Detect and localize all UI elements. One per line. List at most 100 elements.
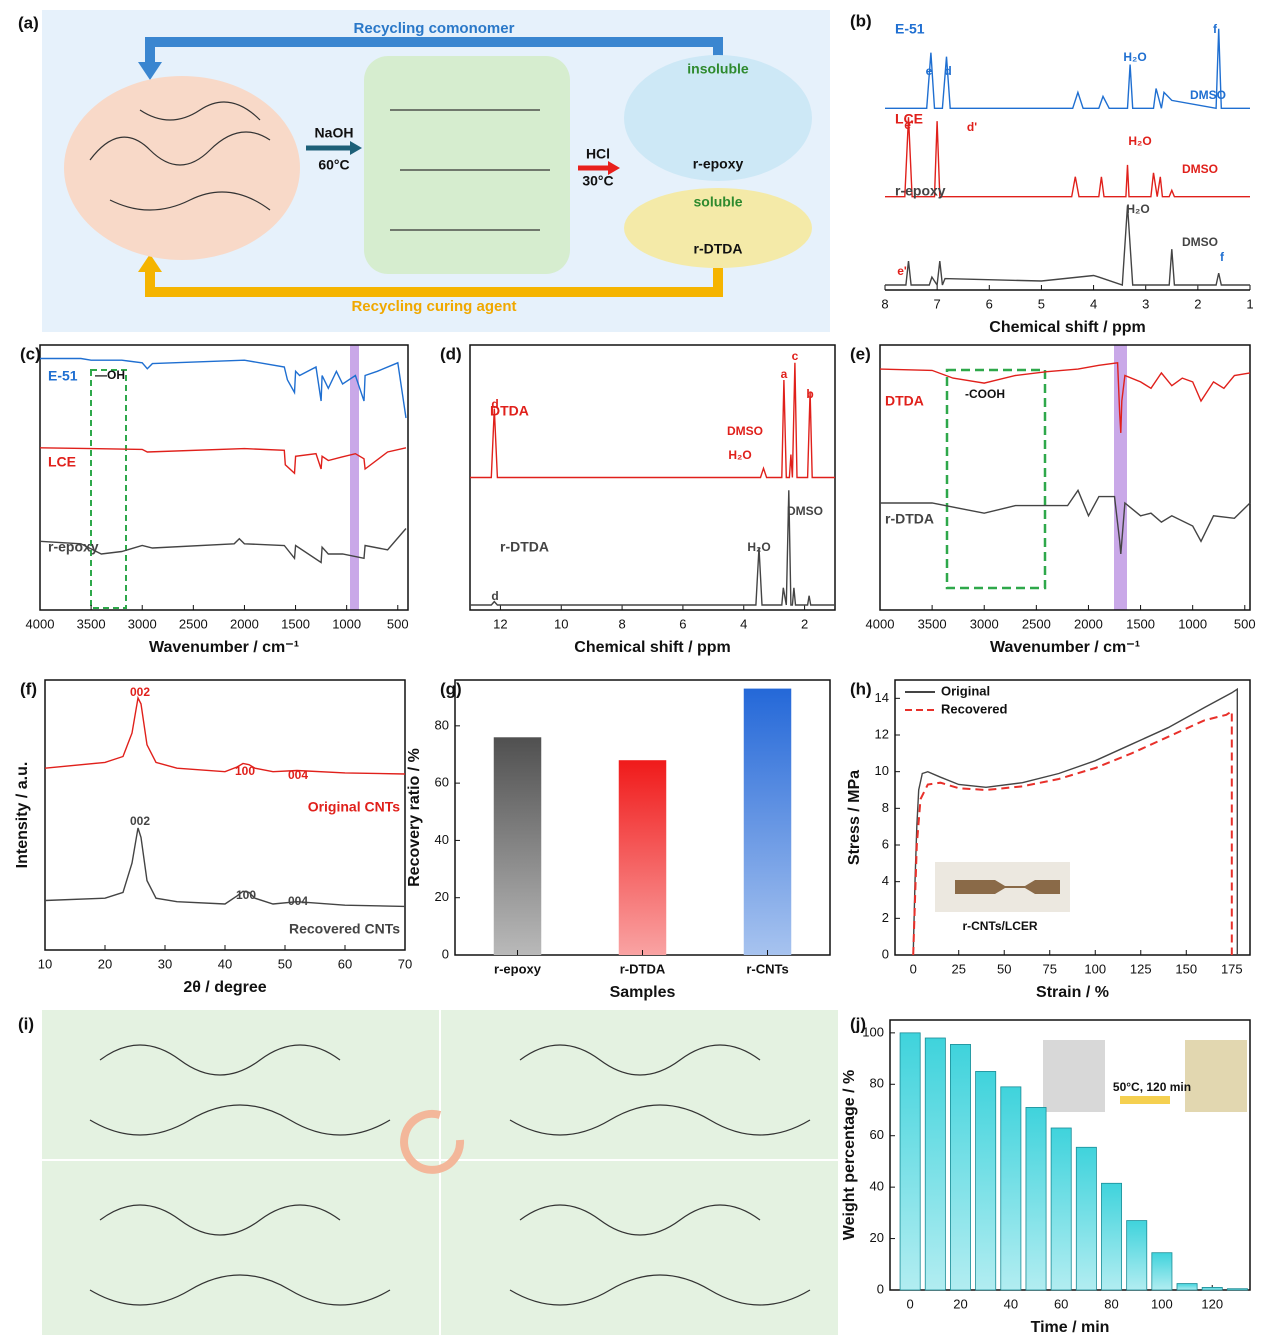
bar <box>1126 1220 1148 1291</box>
y-tick-label: 100 <box>862 1024 884 1039</box>
annotation: 004 <box>288 768 308 782</box>
annotation: H₂O <box>1128 134 1151 148</box>
bar <box>899 1032 921 1291</box>
series-line <box>912 687 1238 956</box>
x-tick-label: 8 <box>881 296 888 311</box>
annotation: d <box>491 397 498 411</box>
annotation: DMSO <box>1190 88 1226 102</box>
step2-arrow-head <box>608 161 620 175</box>
x-axis-label: Wavenumber / cm⁻¹ <box>149 639 299 656</box>
decor-e <box>945 345 1127 610</box>
x-tick-label: 1 <box>1246 296 1253 311</box>
annotation: a <box>781 367 788 381</box>
y-tick-label: 80 <box>435 717 449 732</box>
bar <box>1025 1107 1047 1291</box>
highlight-box <box>90 369 127 609</box>
x-tick-label: 0 <box>910 961 917 976</box>
x-tick-label: 70 <box>398 956 412 971</box>
panel-label: (g) <box>440 679 462 698</box>
step1-reagent: NaOH <box>315 125 354 141</box>
series-line <box>912 709 1233 956</box>
x-tick-label: 6 <box>986 296 993 311</box>
annotation: 50°C, 120 min <box>1113 1080 1191 1094</box>
x-axis-label: Chemical shift / ppm <box>574 639 730 656</box>
x-tick-label: 125 <box>1130 961 1152 976</box>
panel-label: (i) <box>18 1014 34 1033</box>
annotation: 002 <box>130 814 150 828</box>
y-tick-label: 12 <box>875 726 889 741</box>
sample-specimen <box>955 880 1060 894</box>
legend-label: Recovered <box>941 701 1008 716</box>
bottom-arrow-head <box>138 254 162 272</box>
annotation: DMSO <box>787 504 823 518</box>
annotation: H₂O <box>728 448 751 462</box>
step1-arrow-head <box>350 141 362 155</box>
x-axis-label: Samples <box>610 984 676 1001</box>
x-tick-label: 3 <box>1142 296 1149 311</box>
annotation: r-CNTs/LCER <box>962 919 1037 933</box>
top-arrow-label: Recycling comonomer <box>354 20 515 37</box>
x-tick-label: 6 <box>679 616 686 631</box>
panel-label: (b) <box>850 11 872 30</box>
x-tick-label: 500 <box>387 616 409 631</box>
y-axis-label: Recovery ratio / % <box>406 748 423 887</box>
vial-photo <box>1185 1040 1247 1112</box>
x-tick-label: 60 <box>338 956 352 971</box>
plot-frame <box>39 344 409 611</box>
series-line <box>885 117 1250 198</box>
step1-temperature: 60°C <box>318 157 349 173</box>
chart: (g) 0 20 40 60 80 Samples Recovery ratio / % r-e… <box>406 679 831 1001</box>
series-line <box>879 362 1251 433</box>
bar <box>1101 1182 1123 1291</box>
y-tick-label: 2 <box>882 910 889 925</box>
series-label: E-51 <box>48 368 78 384</box>
bar <box>950 1044 971 1291</box>
series-line <box>885 28 1250 110</box>
network-sketch <box>89 101 271 211</box>
panel-label: (a) <box>18 13 39 32</box>
x-tick-label: 20 <box>98 956 112 971</box>
x-tick-label: r-CNTs <box>746 961 788 976</box>
x-tick-label: r-epoxy <box>494 961 542 976</box>
series-label: Recovered CNTs <box>289 921 400 937</box>
bar <box>1226 1288 1248 1291</box>
annotation: DMSO <box>1182 162 1218 176</box>
x-tick-label: 2 <box>1194 296 1201 311</box>
legend-label: Original <box>941 683 990 698</box>
x-tick-label: 12 <box>493 616 507 631</box>
series-label: r-epoxy <box>895 183 946 199</box>
chart: (c) 4000 3500 3000 2500 2000 1500 1000 500 Wavenu… <box>20 344 409 656</box>
series-label: DTDA <box>490 403 529 419</box>
annotation: d' <box>967 120 977 134</box>
insoluble-ellipse <box>624 55 812 181</box>
chart: (j) 0 20 40 60 80 100 120 0 20 40 60 80 100 Time / min… <box>841 1014 1251 1336</box>
top-arrow-head <box>138 62 162 80</box>
series-line <box>470 362 835 479</box>
y-tick-label: 4 <box>882 873 889 888</box>
annotation: e' <box>904 118 914 132</box>
annotation: d <box>491 589 498 603</box>
plot-frame <box>894 679 1251 956</box>
series-label: r-epoxy <box>48 539 99 555</box>
annotation: DMSO <box>1182 235 1218 249</box>
highlight-box <box>945 368 1047 590</box>
chart: (e) 4000 3500 3000 2500 2000 1500 1000 500 Wavenu… <box>850 344 1256 656</box>
x-tick-label: 60 <box>1054 1296 1068 1311</box>
x-tick-label: 100 <box>1151 1296 1173 1311</box>
product-sketch <box>390 109 550 231</box>
panel-label: (e) <box>850 344 871 363</box>
scheme-panel: (a) Recycling comonomer Recycling curing… <box>18 10 830 332</box>
y-tick-label: 20 <box>870 1230 884 1245</box>
x-axis-label: 2θ / degree <box>183 979 266 996</box>
x-tick-label: 4000 <box>866 616 895 631</box>
series-label: r-DTDA <box>885 511 934 527</box>
chart: (f) 10 20 30 40 50 60 70 2θ / degree Intensity / … <box>14 679 412 996</box>
x-tick-label: 7 <box>934 296 941 311</box>
x-tick-label: 2500 <box>179 616 208 631</box>
x-tick-label: 2000 <box>1074 616 1103 631</box>
annotation: b <box>806 387 813 401</box>
x-tick-label: 2000 <box>230 616 259 631</box>
y-tick-label: 60 <box>435 775 449 790</box>
panel-label: (j) <box>850 1014 866 1033</box>
